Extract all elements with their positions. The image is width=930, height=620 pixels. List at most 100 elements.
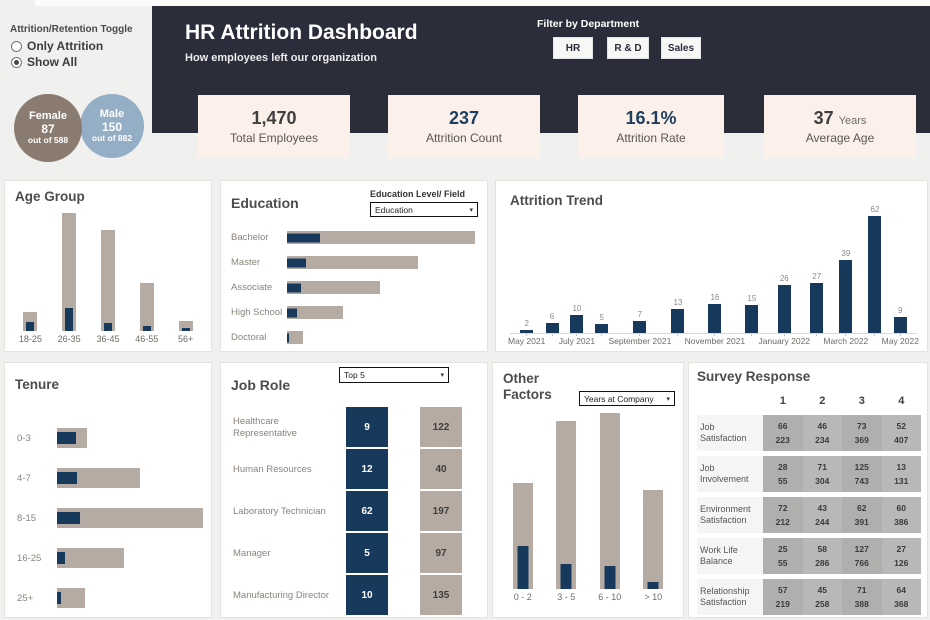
attrition-bar[interactable]: [595, 324, 609, 334]
retained-value: 55: [778, 476, 788, 486]
total-cell[interactable]: 197: [420, 491, 462, 533]
attrition-bar[interactable]: [65, 308, 74, 331]
bar-value-label: 62: [870, 205, 880, 214]
bar-value-label: 10: [572, 304, 582, 313]
filter-button-rd[interactable]: R & D: [607, 37, 649, 59]
radio-only-attrition[interactable]: Only Attrition: [11, 39, 103, 53]
total-cell[interactable]: 97: [420, 533, 462, 575]
female-attrition-bubble[interactable]: Female 87 out of 588: [14, 94, 82, 162]
attrition-bar[interactable]: [57, 512, 80, 524]
attrition-value: 52: [896, 421, 906, 431]
attrition-bar[interactable]: [560, 564, 572, 589]
attrition-bar[interactable]: [671, 309, 685, 334]
attrition-cell[interactable]: 5: [346, 533, 388, 575]
attrition-bar[interactable]: [287, 283, 301, 292]
total-bar[interactable]: [287, 256, 418, 269]
attrition-bar[interactable]: [57, 432, 76, 444]
axis-tick: [783, 334, 785, 336]
total-bar[interactable]: [57, 468, 140, 488]
attrition-bar[interactable]: [517, 546, 529, 589]
total-bar[interactable]: [139, 283, 154, 331]
total-cell[interactable]: 122: [420, 407, 462, 449]
total-cell[interactable]: 40: [420, 449, 462, 491]
total-bar[interactable]: [599, 413, 620, 589]
attrition-bar[interactable]: [142, 326, 151, 331]
attrition-bar[interactable]: [57, 592, 61, 604]
table-row: Work Life Balance 25 55 58 286 127 766 27 126: [697, 538, 921, 574]
attrition-cell[interactable]: 62: [346, 491, 388, 533]
axis-label: 36-45: [96, 334, 120, 344]
attrition-bar[interactable]: [287, 258, 306, 267]
axis-label: 6 - 10: [598, 592, 622, 602]
total-bar[interactable]: [287, 306, 343, 319]
radio-unselected-icon: [11, 40, 22, 52]
retained-value: 223: [775, 435, 790, 445]
attrition-bar[interactable]: [708, 304, 722, 334]
total-bar[interactable]: [287, 231, 475, 244]
attrition-bar[interactable]: [777, 285, 791, 334]
attrition-bar[interactable]: [633, 321, 647, 334]
total-bar[interactable]: [556, 421, 577, 589]
axis-label: 18-25: [18, 334, 42, 344]
attrition-bar[interactable]: [745, 305, 759, 334]
job-role-topn-dropdown[interactable]: Top 5 ▾: [339, 367, 449, 383]
table-row: Relationship Satisfaction 57 219 45 258 71 388…: [697, 579, 921, 615]
attrition-bar[interactable]: [181, 328, 190, 331]
attrition-toggle-title: Attrition/Retention Toggle: [10, 24, 133, 35]
total-bar[interactable]: [57, 508, 203, 528]
attrition-bar[interactable]: [520, 330, 534, 334]
total-bar[interactable]: [57, 548, 124, 568]
attrition-cell[interactable]: 9: [346, 407, 388, 449]
total-bar[interactable]: [57, 588, 85, 608]
bar-value-label: 7: [637, 310, 643, 319]
attrition-bar[interactable]: [810, 283, 824, 334]
trend-bar-group: 27: [810, 272, 824, 347]
attrition-bar[interactable]: [839, 260, 853, 334]
attrition-bar[interactable]: [868, 216, 882, 334]
attrition-value: 13: [896, 462, 906, 472]
kpi-label: Average Age: [805, 131, 875, 145]
attrition-cell[interactable]: 10: [346, 575, 388, 617]
total-bar[interactable]: [287, 331, 303, 344]
retained-value: 234: [815, 435, 830, 445]
other-factors-panel: Other Factors Years at Company ▾ 0 - 2 3 …: [492, 362, 684, 618]
bubble-subtext: out of 882: [91, 133, 133, 144]
attrition-bar[interactable]: [893, 317, 907, 334]
attrition-bar[interactable]: [647, 582, 659, 589]
attrition-bar[interactable]: [287, 233, 320, 242]
axis-tick: [899, 334, 901, 336]
attrition-bar[interactable]: [545, 323, 559, 334]
education-filter-dropdown[interactable]: Education ▾: [370, 202, 478, 217]
attrition-bar[interactable]: [604, 566, 616, 589]
attrition-trend-chart: 2 May 2021 6 10 July 2021 5 7 September 2021 13 1…: [508, 205, 919, 347]
attrition-bar[interactable]: [57, 472, 77, 484]
attrition-bar[interactable]: [287, 333, 289, 342]
radio-show-all[interactable]: Show All: [11, 55, 77, 69]
chevron-down-icon: ▾: [666, 395, 670, 403]
attrition-bar[interactable]: [57, 552, 65, 564]
value-cell: 71 388: [842, 579, 882, 615]
attrition-bar[interactable]: [103, 323, 112, 331]
attrition-cell[interactable]: 12: [346, 449, 388, 491]
total-bar[interactable]: [287, 281, 380, 294]
category-label: Master: [231, 257, 261, 268]
attrition-bar[interactable]: [26, 322, 35, 331]
category-label: 16-25: [17, 552, 42, 564]
age-group-panel: Age Group 18-25 26-35 36-45 46-55 56+: [4, 180, 212, 352]
total-cell[interactable]: 135: [420, 575, 462, 617]
filter-button-sales[interactable]: Sales: [661, 37, 701, 59]
total-bar[interactable]: [62, 213, 77, 331]
tenure-panel: Tenure 0-3 4-7 8-15 16-25 25+: [4, 362, 212, 618]
attrition-bar[interactable]: [287, 308, 297, 317]
chart-title: Survey Response: [697, 369, 811, 384]
total-bar[interactable]: [643, 490, 664, 589]
male-attrition-bubble[interactable]: Male 150 out of 882: [80, 94, 144, 158]
total-bar[interactable]: [100, 230, 115, 331]
other-factors-dropdown[interactable]: Years at Company ▾: [579, 391, 675, 406]
attrition-bar[interactable]: [570, 315, 584, 334]
filter-button-hr[interactable]: HR: [553, 37, 593, 59]
bar-row-4-7: 4-7: [17, 458, 203, 498]
total-bar[interactable]: [178, 321, 193, 331]
value-cell: 27 126: [881, 538, 921, 574]
retained-value: 126: [894, 558, 909, 568]
